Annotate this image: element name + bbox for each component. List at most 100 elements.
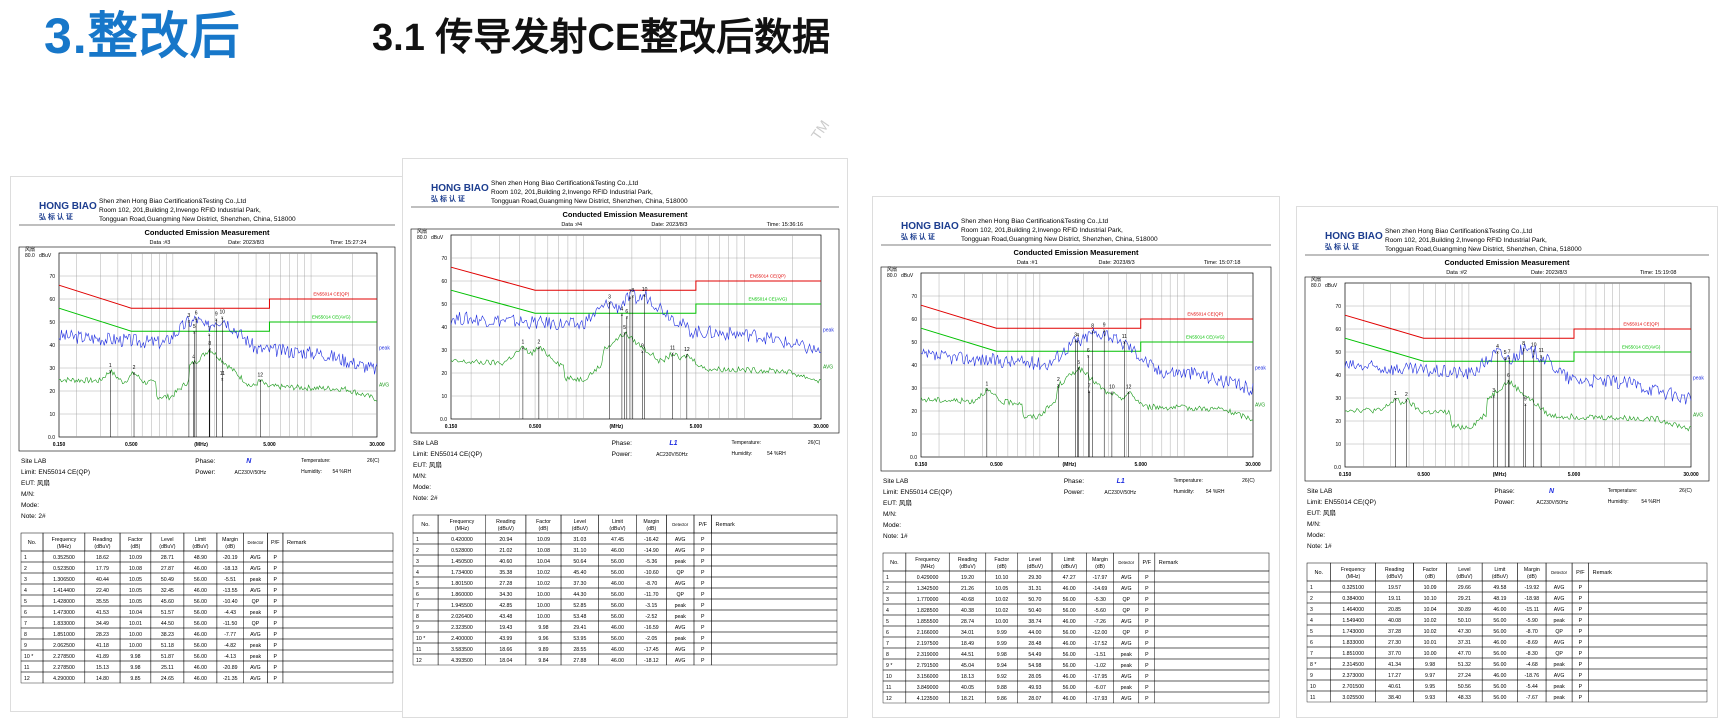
- table-cell-text: P: [1145, 608, 1149, 614]
- table-cell-text: 40.60: [499, 559, 512, 565]
- limit-line-qp: [1344, 314, 1691, 339]
- table-cell-text: AVG: [250, 566, 261, 572]
- x-tick-label: 5.000: [263, 442, 276, 448]
- table-cell-text: 40.08: [1388, 618, 1401, 624]
- table-header-text: (MHz): [920, 564, 934, 570]
- table-cell-text: 1.851000: [1342, 651, 1364, 657]
- table-cell-text: peak: [1121, 663, 1133, 669]
- marker-point: x: [1075, 338, 1078, 343]
- table-cell-text: 27.28: [499, 581, 512, 587]
- table-cell-text: 25.11: [161, 665, 174, 671]
- table-cell-text: P: [1579, 640, 1583, 646]
- limit-label: Limit: EN55014 CE(QP): [21, 469, 90, 476]
- table-cell-text: 3: [1310, 607, 1313, 613]
- table-header-text: (dB): [997, 564, 1007, 570]
- table-cell-text: 9.98: [130, 654, 140, 660]
- table-cell-text: P: [1579, 662, 1583, 668]
- table-cell-text: 31.03: [573, 537, 586, 543]
- company-address-1: Room 102, 201,Building 2,Invengo RFID In…: [99, 207, 261, 214]
- limit-line-avg: [58, 307, 377, 332]
- table-cell-text: 10.10: [1424, 596, 1437, 602]
- table-cell-text: QP: [1122, 608, 1130, 614]
- table-cell-text: QP: [1555, 651, 1563, 657]
- table-cell-text: -11.50: [223, 621, 237, 627]
- table-cell-text: 46.00: [1063, 696, 1076, 702]
- table-cell-text: 56.00: [611, 636, 624, 642]
- table-cell-text: 10.04: [537, 559, 550, 565]
- table-cell-text: 2.062500: [53, 643, 75, 649]
- table-cell: [711, 620, 838, 633]
- marker-label: 3: [1492, 388, 1495, 394]
- table-cell-text: 41.53: [96, 610, 109, 616]
- table-cell-text: 41.18: [96, 643, 109, 649]
- legend-qp: EN55014 CE(QP): [750, 274, 786, 279]
- table-cell-text: 48.90: [194, 555, 207, 561]
- table-cell-text: P: [1579, 596, 1583, 602]
- table-header-text: Frequency: [1341, 567, 1366, 573]
- temperature-value: 26(C): [1679, 488, 1692, 494]
- table-header-text: (dBuV): [159, 544, 175, 550]
- marker-label: 7: [208, 327, 211, 333]
- table-header-text: (dB): [1095, 564, 1105, 570]
- x-tick-label: 30.000: [369, 442, 385, 448]
- table-cell-text: 46.00: [1063, 674, 1076, 680]
- table-cell-text: 6: [416, 592, 419, 598]
- table-cell-text: 0.420000: [451, 537, 473, 543]
- table-cell-text: 1.450500: [451, 559, 473, 565]
- table-header-text: Frequency: [915, 557, 940, 563]
- power-label: Power:: [1064, 489, 1084, 496]
- table-cell-text: AVG: [1121, 674, 1132, 680]
- table-cell-text: 12: [886, 696, 892, 702]
- peak-trace: [1344, 343, 1692, 405]
- marker-point: x: [608, 300, 611, 305]
- marker-label: 10: [1531, 343, 1537, 349]
- table-cell-text: 46.00: [194, 632, 207, 638]
- table-cell-text: 5: [416, 581, 419, 587]
- table-cell-text: 44.30: [573, 592, 586, 598]
- table-cell-text: 42.85: [499, 603, 512, 609]
- marker-label: 12: [1126, 384, 1132, 390]
- chart-frame: [880, 266, 1272, 472]
- table-cell-text: 54.98: [1028, 663, 1041, 669]
- y-tick-label: 50: [1335, 350, 1341, 356]
- table-cell-text: -4.82: [224, 643, 236, 649]
- marker-label: 5: [623, 325, 626, 331]
- marker-label: 2: [1405, 392, 1408, 398]
- marker-point: x: [1087, 353, 1090, 358]
- table-cell-text: 2.278500: [53, 654, 75, 660]
- marker-point: x: [641, 349, 644, 354]
- marker-point: x: [133, 370, 136, 375]
- table-cell-text: P: [701, 647, 705, 653]
- marker-point: x: [623, 331, 626, 336]
- table-cell-text: 40.61: [1388, 684, 1401, 690]
- table-cell-text: P: [274, 654, 278, 660]
- humidity-label: Humidity:: [1608, 499, 1629, 505]
- company-name: Shen zhen Hong Biao Certification&Testin…: [99, 198, 246, 205]
- table-header-text: No.: [28, 540, 37, 546]
- peak-trace: [58, 315, 378, 375]
- marker-point: x: [1123, 340, 1126, 345]
- table-cell: [711, 609, 838, 622]
- table-cell: [1154, 603, 1270, 616]
- table-cell-text: 51.18: [161, 643, 174, 649]
- power-value: AC230V/50Hz: [656, 452, 688, 458]
- eut-label: EUT: 风扇: [413, 460, 442, 469]
- table-cell-text: 15.13: [96, 665, 109, 671]
- chart-frame: [18, 246, 396, 452]
- y-axis-label: dBuV: [1325, 283, 1338, 289]
- table-cell-text: 28.23: [96, 632, 109, 638]
- table-cell-text: P: [1145, 641, 1149, 647]
- table-cell-text: 56.00: [611, 603, 624, 609]
- table-cell-text: -13.55: [223, 588, 238, 594]
- table-cell-text: 20.94: [499, 537, 512, 543]
- table-header-text: (dBuV): [959, 564, 975, 570]
- table-cell: [282, 583, 394, 596]
- table-header-text: (dB): [539, 526, 549, 532]
- table-cell-text: 8: [886, 652, 889, 658]
- table-cell-text: AVG: [250, 588, 261, 594]
- table-cell-text: 1: [24, 555, 27, 561]
- table-cell-text: AVG: [1554, 585, 1565, 591]
- table-cell: [711, 587, 838, 600]
- table-cell-text: 50.40: [1028, 608, 1041, 614]
- table-cell-text: -4.68: [1526, 662, 1538, 668]
